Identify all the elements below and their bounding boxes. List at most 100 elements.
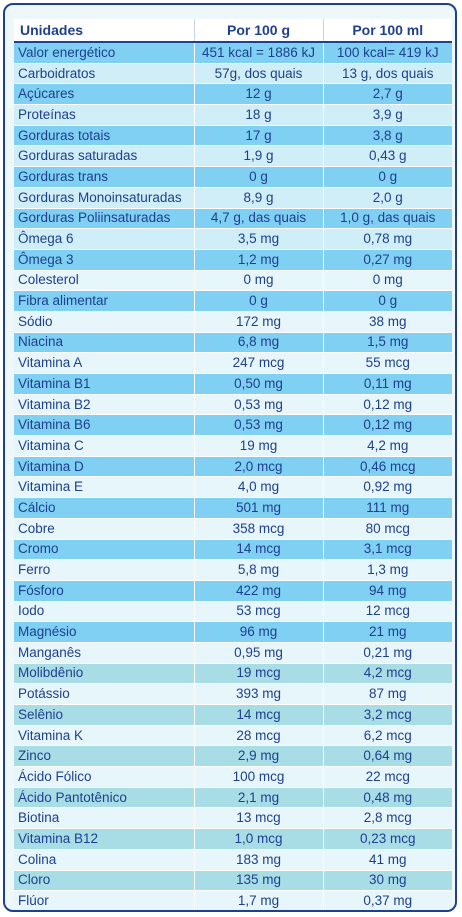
value-per-100ml: 3,8 g [323, 125, 452, 147]
value-per-100ml: 0,21 mg [323, 642, 452, 664]
value-per-100ml: 0,37 mg [323, 890, 452, 910]
nutrient-name: Selênio [14, 704, 195, 726]
value-per-100g: 451 kcal = 1886 kJ [194, 42, 324, 64]
table-row: Zinco 2,9 mg 0,64 mg [14, 745, 452, 768]
nutrient-name: Vitamina A [14, 352, 195, 374]
value-per-100ml: 22 mcg [323, 766, 452, 788]
value-per-100g: 393 mg [194, 683, 324, 705]
nutrient-name: Gorduras saturadas [14, 145, 195, 168]
value-per-100g: 1,7 mg [194, 890, 324, 910]
table-row: Cálcio 501 mg 111 mg [14, 497, 452, 519]
value-per-100g: 1,9 g [194, 145, 324, 168]
value-per-100ml: 0,11 mg [323, 373, 452, 395]
table-row: Carnitina27 mg6,0 mg [14, 911, 452, 912]
nutrient-name: Colina [14, 849, 195, 871]
value-per-100ml: 0,78 mg [323, 228, 452, 250]
value-per-100ml: 38 mg [323, 311, 452, 333]
table-row: Ômega 6 3,5 mg 0,78 mg [14, 228, 452, 250]
value-per-100ml: 94 mg [323, 580, 452, 602]
table-row: Vitamina B1 0,50 mg 0,11 mg [14, 373, 452, 395]
value-per-100g: 14 mcg [194, 539, 324, 561]
nutrient-name: Gorduras trans [14, 166, 195, 188]
value-per-100ml: 55 mcg [323, 352, 452, 374]
nutrient-name: Ácido Pantotênico [14, 787, 195, 809]
nutrient-name: Açúcares [14, 83, 195, 106]
nutrient-name: Cromo [14, 539, 195, 561]
value-per-100ml: 4,2 mcg [323, 663, 452, 685]
table-row: Vitamina K 28 mcg 6,2 mcg [14, 725, 452, 747]
value-per-100g: 0,95 mg [194, 642, 324, 664]
value-per-100g: 0 g [194, 290, 324, 312]
value-per-100ml: 13 g, dos quais [323, 63, 452, 85]
header-por-100ml: Por 100 ml [323, 19, 452, 43]
table-row: Vitamina E 4,0 mg 0,92 mg [14, 476, 452, 499]
table-row: Vitamina A 247 mcg 55 mcg [14, 352, 452, 374]
nutrient-name: Potássio [14, 683, 195, 705]
value-per-100ml: 87 mg [323, 683, 452, 705]
table-row: Manganês 0,95 mg 0,21 mg [14, 642, 452, 664]
value-per-100g: 8,9 g [194, 187, 324, 209]
nutrient-name: Flúor [14, 890, 195, 910]
table-row: Vitamina B2 0,53 mg 0,12 mg [14, 394, 452, 416]
value-per-100ml: 1,3 mg [323, 559, 452, 581]
table-row: Vitamina B6 0,53 mg 0,12 mg [14, 414, 452, 437]
table-row: Carboidratos 57g, dos quais 13 g, dos quai… [14, 63, 452, 85]
value-per-100ml: 3,2 mcg [323, 704, 452, 726]
value-per-100g: 6,8 mg [194, 332, 324, 354]
table-body: Valor energético 451 kcal = 1886 kJ 100 kc… [14, 42, 452, 912]
value-per-100g: 0,53 mg [194, 414, 324, 437]
value-per-100g: 501 mg [194, 497, 324, 519]
nutrient-name: Cobre [14, 518, 195, 540]
table-header-row: Unidades Por 100 g Por 100 ml [14, 19, 452, 43]
value-per-100g: 0 mg [194, 270, 324, 292]
nutrient-name: Niacina [14, 332, 195, 354]
table-row: Iodo 53 mcg 12 mcg [14, 601, 452, 623]
nutrient-name: Sódio [14, 311, 195, 333]
table-row: Ferro 5,8 mg 1,3 mg [14, 559, 452, 581]
table-row: Valor energético 451 kcal = 1886 kJ 100 kc… [14, 42, 452, 64]
value-per-100g: 27 mg [194, 911, 323, 912]
nutrient-name: Vitamina C [14, 435, 195, 457]
nutrient-name: Iodo [14, 601, 195, 623]
nutrient-name: Vitamina K [14, 725, 195, 747]
value-per-100g: 53 mcg [194, 601, 324, 623]
value-per-100g: 358 mcg [194, 518, 324, 540]
nutrient-name: Cloro [14, 870, 195, 892]
nutrient-name: Gorduras Poliinsaturadas [14, 208, 195, 230]
table-row: Selênio 14 mcg 3,2 mcg [14, 704, 452, 726]
value-per-100g: 2,1 mg [194, 787, 324, 809]
nutrient-name: Vitamina B12 [14, 828, 195, 850]
nutrient-name: Gorduras Monoinsaturadas [14, 187, 195, 209]
value-per-100ml: 0 g [323, 290, 452, 312]
table-row: Gorduras Poliinsaturadas 4,7 g, das quais… [14, 208, 452, 230]
value-per-100ml: 6,2 mcg [323, 725, 452, 747]
nutrient-name: Ômega 3 [14, 249, 195, 271]
value-per-100ml: 4,2 mg [323, 435, 452, 457]
nutrient-name: Fósforo [14, 580, 195, 602]
value-per-100ml: 6,0 mg [323, 911, 452, 912]
nutrient-name: Ferro [14, 559, 195, 581]
value-per-100g: 247 mcg [194, 352, 324, 374]
nutrient-name: Molibdênio [14, 663, 195, 685]
value-per-100ml: 0,92 mg [323, 476, 452, 499]
table-row: Potássio 393 mg 87 mg [14, 683, 452, 705]
value-per-100g: 0,53 mg [194, 394, 324, 416]
nutrient-name: Ácido Fólico [14, 766, 195, 788]
value-per-100ml: 80 mcg [323, 518, 452, 540]
value-per-100g: 19 mcg [194, 663, 324, 685]
nutrient-name: Vitamina B6 [14, 414, 195, 437]
table-row: Gorduras Monoinsaturadas 8,9 g 2,0 g [14, 187, 452, 209]
nutrient-name: Biotina [14, 807, 195, 830]
value-per-100g: 13 mcg [194, 807, 324, 830]
value-per-100g: 14 mcg [194, 704, 324, 726]
value-per-100ml: 3,1 mcg [323, 539, 452, 561]
value-per-100g: 28 mcg [194, 725, 324, 747]
value-per-100g: 422 mg [194, 580, 324, 602]
nutrient-name: Vitamina E [14, 476, 195, 499]
table-row: Colina 183 mg 41 mg [14, 849, 452, 871]
table-row: Biotina 13 mcg 2,8 mcg [14, 807, 452, 830]
value-per-100g: 18 g [194, 104, 324, 126]
nutrient-name: Colesterol [14, 270, 195, 292]
value-per-100ml: 0,23 mcg [323, 828, 452, 850]
